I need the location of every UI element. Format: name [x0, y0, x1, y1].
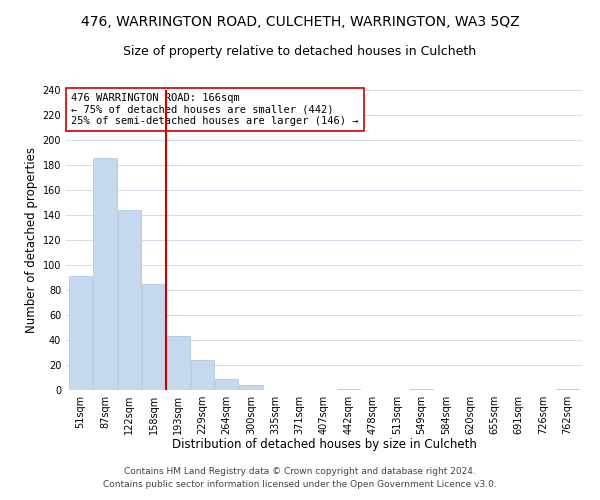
Y-axis label: Number of detached properties: Number of detached properties — [25, 147, 38, 333]
Text: Contains HM Land Registry data © Crown copyright and database right 2024.: Contains HM Land Registry data © Crown c… — [124, 467, 476, 476]
Bar — [69, 276, 92, 390]
Text: Contains public sector information licensed under the Open Government Licence v3: Contains public sector information licen… — [103, 480, 497, 489]
Bar — [118, 210, 141, 390]
Bar — [166, 336, 190, 390]
Bar — [215, 379, 238, 390]
Bar — [337, 389, 360, 390]
Text: 476 WARRINGTON ROAD: 166sqm
← 75% of detached houses are smaller (442)
25% of se: 476 WARRINGTON ROAD: 166sqm ← 75% of det… — [71, 93, 359, 126]
X-axis label: Distribution of detached houses by size in Culcheth: Distribution of detached houses by size … — [172, 438, 476, 452]
Text: 476, WARRINGTON ROAD, CULCHETH, WARRINGTON, WA3 5QZ: 476, WARRINGTON ROAD, CULCHETH, WARRINGT… — [80, 15, 520, 29]
Bar — [191, 360, 214, 390]
Text: Size of property relative to detached houses in Culcheth: Size of property relative to detached ho… — [124, 45, 476, 58]
Bar — [142, 284, 165, 390]
Bar — [556, 389, 579, 390]
Bar — [94, 158, 116, 390]
Bar — [410, 389, 433, 390]
Bar — [239, 385, 263, 390]
